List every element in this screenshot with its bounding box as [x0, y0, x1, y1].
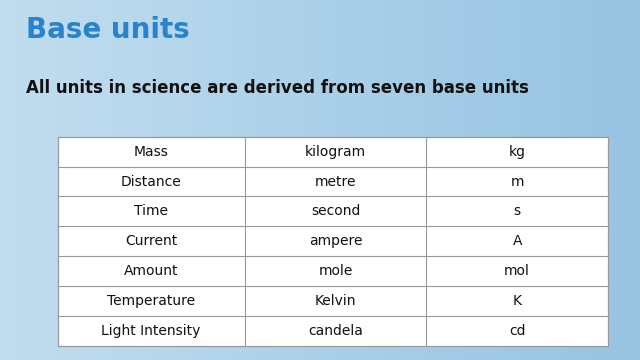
Text: kilogram: kilogram [305, 145, 366, 159]
Text: metre: metre [315, 175, 356, 189]
Text: Mass: Mass [134, 145, 168, 159]
Text: second: second [311, 204, 360, 219]
Text: Light Intensity: Light Intensity [102, 324, 201, 338]
Text: cd: cd [509, 324, 525, 338]
Text: mole: mole [318, 264, 353, 278]
Text: All units in science are derived from seven base units: All units in science are derived from se… [26, 79, 529, 97]
Text: kg: kg [509, 145, 525, 159]
Text: Distance: Distance [121, 175, 182, 189]
Text: s: s [514, 204, 521, 219]
Text: Amount: Amount [124, 264, 179, 278]
Text: candela: candela [308, 324, 363, 338]
Text: K: K [513, 294, 522, 308]
Bar [58, 137, 608, 346]
Text: mol: mol [504, 264, 530, 278]
Text: Current: Current [125, 234, 177, 248]
Text: A: A [513, 234, 522, 248]
Text: ampere: ampere [309, 234, 362, 248]
Text: Time: Time [134, 204, 168, 219]
Text: Kelvin: Kelvin [315, 294, 356, 308]
Text: Base units: Base units [26, 16, 189, 44]
Text: m: m [511, 175, 524, 189]
Text: Temperature: Temperature [107, 294, 195, 308]
